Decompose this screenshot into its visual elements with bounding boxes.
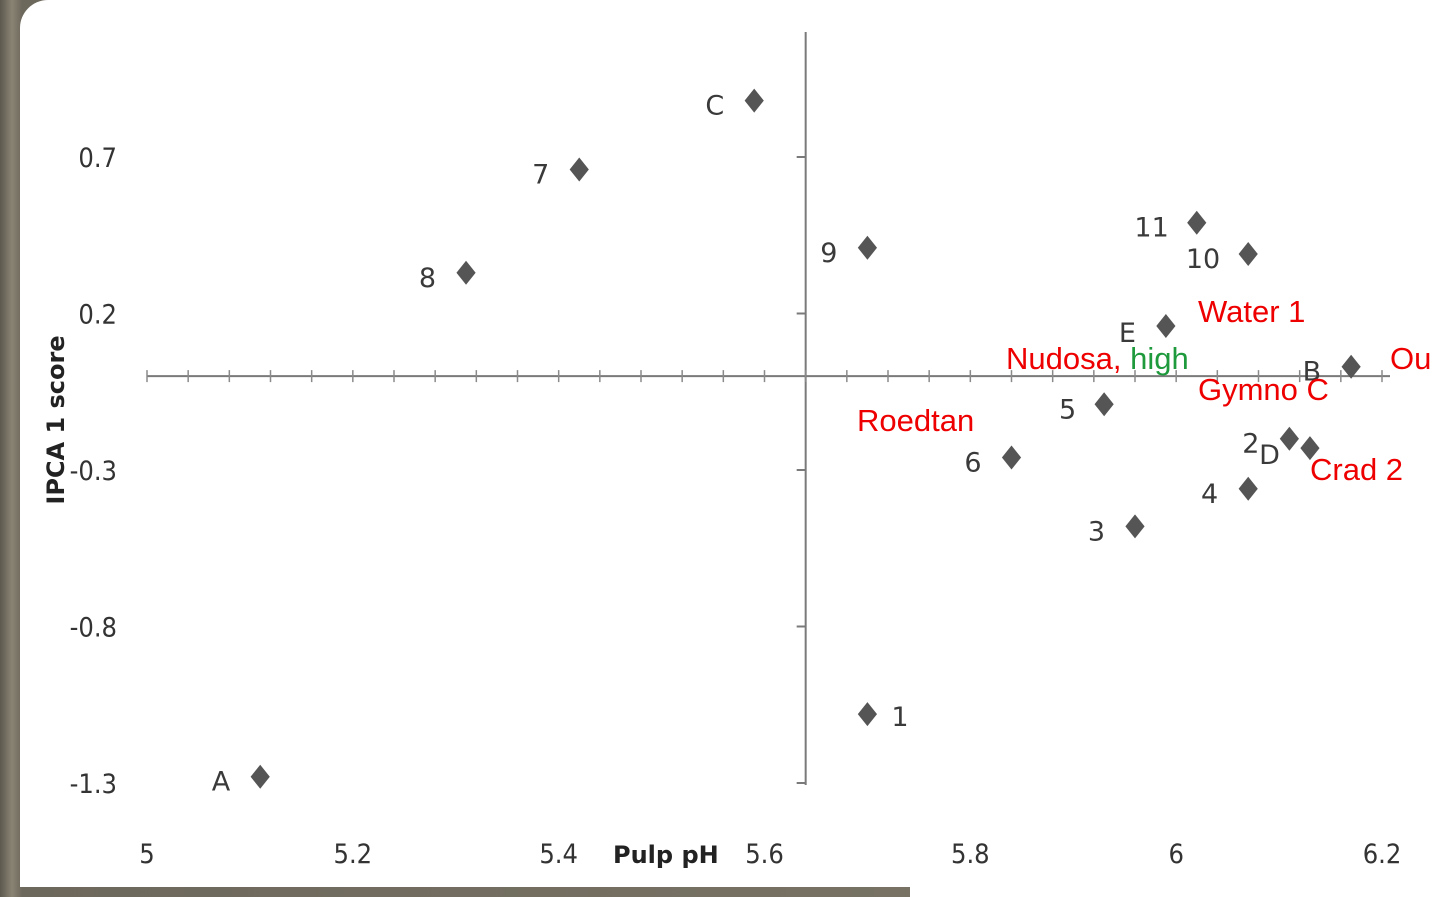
data-point-label: C	[705, 91, 724, 122]
data-point-label: 9	[820, 238, 837, 269]
annotation-label: Nudosa, high	[1006, 341, 1189, 376]
y-tick-label: -0.3	[70, 456, 117, 487]
data-point-marker	[1341, 354, 1361, 379]
x-tick-label: 5.4	[539, 839, 578, 870]
y-tick-label: 0.2	[78, 300, 117, 331]
data-point-label: 2	[1242, 429, 1259, 460]
annotation-text: Crad 2	[1310, 452, 1403, 487]
data-point-label: 4	[1201, 479, 1218, 510]
data-point-label: D	[1259, 440, 1280, 471]
data-point-label: 7	[532, 160, 549, 191]
y-axis-title: IPCA 1 score	[42, 335, 70, 504]
x-tick-label: 5.6	[745, 839, 784, 870]
data-point-label: 3	[1088, 516, 1105, 547]
x-tick-label: 6	[1168, 839, 1183, 870]
data-point-marker	[1238, 476, 1258, 501]
data-point-label: 6	[964, 447, 981, 478]
axes	[146, 32, 1390, 785]
data-point-label: 5	[1059, 394, 1076, 425]
data-point-label: 8	[419, 263, 436, 294]
y-tick-label: -0.8	[70, 613, 117, 644]
plot-panel	[20, 0, 1439, 887]
x-tick-label: 5	[139, 839, 154, 870]
y-tick-label: 0.7	[78, 143, 117, 174]
annotation-text: Gymno C	[1198, 372, 1329, 407]
data-point-marker	[1094, 392, 1114, 417]
data-point-marker	[250, 764, 270, 789]
data-points	[250, 88, 1361, 789]
x-axis-title: Pulp pH	[613, 841, 719, 869]
annotation-label: Water 1	[1198, 294, 1305, 329]
annotation-label: Ou	[1390, 341, 1431, 376]
data-point-marker	[1279, 426, 1299, 451]
data-point-label: B	[1303, 357, 1322, 388]
annotation-text: Roedtan	[857, 403, 974, 438]
data-point-label: 10	[1186, 244, 1220, 275]
data-point-marker	[857, 235, 878, 260]
data-point-label: A	[212, 767, 231, 798]
annotation-text: Water 1	[1198, 294, 1305, 329]
annotations: Water 1 Nudosa, high Ou Gymno C Roedtan Crad …	[857, 294, 1431, 487]
annotation-label: Roedtan	[857, 403, 974, 438]
x-tick-label: 5.8	[951, 839, 990, 870]
y-tick-label: -1.3	[70, 769, 117, 800]
data-point-marker	[1300, 436, 1320, 461]
annotation-label: Crad 2	[1310, 452, 1403, 487]
annotation-text: Nudosa,	[1006, 341, 1121, 376]
data-point-marker	[1238, 242, 1258, 267]
data-point-marker	[1187, 210, 1207, 235]
data-point-marker	[744, 88, 764, 113]
data-point-label: 1	[891, 702, 908, 733]
plot-panel-edge	[910, 884, 1439, 897]
x-tick-label: 6.2	[1363, 839, 1402, 870]
data-point-marker	[857, 702, 878, 727]
data-point-marker	[569, 157, 589, 182]
x-tick-label: 5.2	[334, 839, 373, 870]
data-point-marker	[1001, 445, 1022, 470]
data-point-marker	[1156, 314, 1176, 339]
tick-labels: 5 5.2 5.4 5.6 5.8 6 6.2 0.7 0.2 -0.3 -0.8 -1.3	[70, 143, 1402, 870]
data-point-label: E	[1119, 318, 1136, 349]
data-point-marker	[1125, 514, 1145, 539]
data-point-marker	[456, 260, 476, 285]
annotation-label: Gymno C	[1198, 372, 1329, 407]
annotation-text: Ou	[1390, 341, 1431, 376]
annotation-highlight: high	[1121, 341, 1188, 376]
data-point-label: 11	[1134, 213, 1168, 244]
point-labels: C 7 8 9 11 10 E B 5 2 D 6 4 3 1 A	[212, 91, 1321, 798]
